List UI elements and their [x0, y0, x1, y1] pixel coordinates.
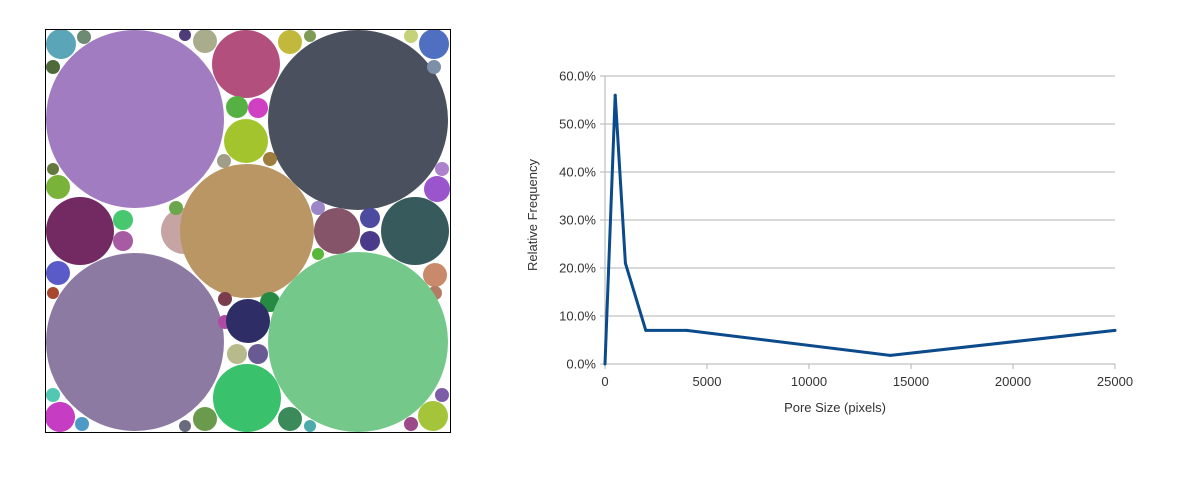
- y-tick-label: 60.0%: [559, 69, 596, 84]
- packed-circle: [46, 30, 224, 208]
- packed-circle: [226, 299, 270, 343]
- packed-circle: [268, 252, 448, 432]
- packed-circle: [179, 420, 191, 432]
- packed-circle: [46, 388, 60, 402]
- packed-circle: [381, 197, 449, 265]
- x-axis-ticks: 0 5000 10000 15000 20000 25000: [601, 364, 1133, 389]
- series-line: [603, 93, 1116, 365]
- data-point: [685, 328, 689, 332]
- packed-circle: [212, 30, 280, 98]
- y-tick-label: 0.0%: [566, 357, 596, 372]
- packed-circle: [226, 96, 248, 118]
- y-tick-label: 10.0%: [559, 309, 596, 324]
- packed-circle: [193, 29, 217, 53]
- packed-circle: [435, 388, 449, 402]
- packed-circle: [260, 292, 280, 312]
- packed-circle: [304, 420, 316, 432]
- circle-packing-image: [45, 29, 451, 433]
- packed-circle: [47, 163, 59, 175]
- data-point: [644, 328, 648, 332]
- pore-size-chart: 0 5000 10000 15000 20000 25000 0.0% 10.0% 20.0%…: [525, 69, 1133, 416]
- packed-circle: [113, 210, 133, 230]
- packed-circle: [113, 231, 133, 251]
- x-tick-label: 20000: [995, 374, 1031, 389]
- x-tick-label: 25000: [1097, 374, 1133, 389]
- packed-circle: [268, 30, 448, 210]
- data-point: [603, 362, 607, 366]
- packed-circle: [46, 60, 60, 74]
- circle-layer: [45, 29, 450, 432]
- data-point: [623, 261, 627, 265]
- x-axis-label: Pore Size (pixels): [784, 400, 886, 415]
- packed-circle: [360, 231, 380, 251]
- chart-gridlines: [604, 75, 1115, 365]
- packed-circle: [263, 152, 277, 166]
- packed-circle: [423, 263, 447, 287]
- packed-circle: [227, 344, 247, 364]
- packed-circle: [404, 29, 418, 43]
- packed-circle: [278, 30, 302, 54]
- packed-circle: [248, 344, 268, 364]
- packed-circle: [218, 292, 232, 306]
- y-axis-ticks: 0.0% 10.0% 20.0% 30.0% 40.0% 50.0% 60.0%: [559, 69, 605, 372]
- y-tick-label: 30.0%: [559, 213, 596, 228]
- x-tick-label: 10000: [791, 374, 827, 389]
- series-line-layer: [603, 93, 1117, 366]
- packed-circle: [304, 30, 316, 42]
- packed-circle: [179, 29, 191, 41]
- packed-circle: [46, 253, 224, 431]
- data-point: [613, 93, 617, 97]
- x-tick-label: 15000: [893, 374, 929, 389]
- packed-circle: [314, 208, 360, 254]
- packed-circle: [418, 401, 448, 431]
- packed-circle: [169, 201, 183, 215]
- packed-circle: [224, 119, 268, 163]
- y-axis-label: Relative Frequency: [525, 159, 540, 271]
- y-tick-label: 20.0%: [559, 261, 596, 276]
- x-tick-label: 0: [601, 374, 608, 389]
- packed-circle: [419, 29, 449, 59]
- packed-circle: [46, 197, 114, 265]
- packed-circle: [75, 417, 89, 431]
- packed-circle: [248, 98, 268, 118]
- packed-circle: [427, 60, 441, 74]
- data-point: [1113, 328, 1117, 332]
- packed-circle: [46, 29, 76, 59]
- packed-circle: [278, 407, 302, 431]
- packed-circle: [217, 154, 231, 168]
- data-point: [889, 353, 893, 357]
- y-tick-label: 40.0%: [559, 165, 596, 180]
- packed-circle: [47, 287, 59, 299]
- y-tick-label: 50.0%: [559, 117, 596, 132]
- packed-circle: [404, 417, 418, 431]
- packed-circle: [424, 176, 450, 202]
- packed-circle: [180, 164, 314, 298]
- x-tick-label: 5000: [693, 374, 722, 389]
- packed-circle: [46, 175, 70, 199]
- packed-circle: [312, 248, 324, 260]
- packed-circle: [213, 364, 281, 432]
- packed-circle: [360, 208, 380, 228]
- packed-circle: [45, 402, 75, 432]
- packed-circle: [193, 407, 217, 431]
- packed-circle: [77, 30, 91, 44]
- packed-circle: [46, 261, 70, 285]
- image-border: [45, 29, 451, 433]
- packed-circle: [435, 162, 449, 176]
- packed-circle: [311, 201, 325, 215]
